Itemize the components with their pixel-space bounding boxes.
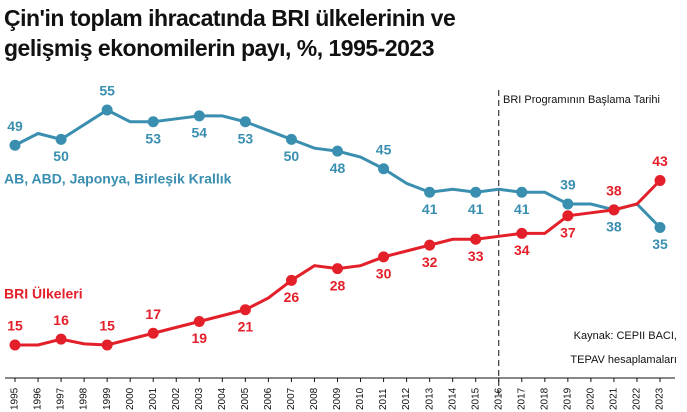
point — [516, 186, 528, 198]
x-tick-label: 2002 — [171, 387, 182, 410]
point — [193, 110, 205, 122]
point — [654, 222, 666, 233]
point — [55, 333, 67, 345]
data-label: 16 — [53, 312, 69, 328]
data-label: 15 — [99, 318, 115, 334]
data-label: 43 — [652, 153, 668, 169]
point — [608, 204, 620, 216]
data-label: 32 — [422, 254, 438, 270]
data-label: 37 — [560, 224, 576, 240]
point — [147, 327, 159, 339]
chart-title: gelişmiş ekonomilerin payı, %, 1995-2023 — [4, 35, 434, 61]
x-tick-label: 2014 — [447, 387, 458, 410]
x-tick-label: 2010 — [355, 387, 366, 410]
point — [239, 304, 251, 316]
data-label: 17 — [145, 306, 161, 322]
point — [101, 104, 113, 116]
x-tick-label: 2020 — [586, 387, 597, 410]
x-tick-label: 2019 — [562, 387, 573, 410]
x-tick-label: 2016 — [493, 387, 504, 410]
data-label: 41 — [422, 201, 438, 217]
point — [424, 186, 436, 198]
point — [147, 116, 159, 128]
data-label: 53 — [238, 130, 254, 146]
x-tick-label: 2012 — [401, 387, 412, 410]
x-tick-label: 2023 — [655, 387, 666, 410]
x-tick-label: 2022 — [632, 387, 643, 410]
x-tick-label: 2000 — [125, 387, 136, 410]
x-tick-label: 2006 — [263, 387, 274, 410]
data-label: 38 — [606, 183, 622, 199]
data-label: 53 — [145, 130, 161, 146]
data-label: 55 — [99, 83, 115, 99]
data-label: 15 — [7, 318, 23, 334]
point — [55, 133, 67, 145]
point — [424, 239, 436, 251]
data-label: 34 — [514, 242, 530, 258]
data-label: 50 — [284, 148, 300, 164]
x-tick-label: 2001 — [148, 387, 159, 410]
point — [285, 274, 297, 286]
data-label: 21 — [238, 318, 254, 334]
x-tick-label: 2007 — [286, 387, 297, 410]
data-label: 41 — [468, 201, 484, 217]
x-tick-label: 1996 — [33, 387, 44, 410]
point — [470, 186, 482, 198]
legend-label: AB, ABD, Japonya, Birleşik Krallık — [4, 171, 232, 187]
data-label: 30 — [376, 266, 392, 282]
x-tick-label: 1997 — [56, 387, 67, 410]
data-label: 39 — [560, 177, 576, 193]
point — [9, 139, 21, 151]
x-tick-label: 2018 — [539, 387, 550, 410]
data-label: 45 — [376, 141, 392, 157]
data-label: 54 — [191, 125, 207, 141]
point — [470, 233, 482, 245]
data-label: 41 — [514, 201, 530, 217]
point — [193, 316, 205, 327]
data-label: 33 — [468, 248, 484, 264]
data-label: 50 — [53, 148, 69, 164]
source: Kaynak: CEPII BACI, — [574, 330, 677, 342]
x-tick-label: 1998 — [79, 387, 90, 410]
chart-title: Çin'in toplam ihracatında BRI ülkelerini… — [4, 5, 455, 31]
point — [378, 251, 390, 263]
legend-label: BRI Ülkeleri — [4, 286, 83, 302]
x-tick-label: 2004 — [217, 387, 228, 410]
point — [562, 210, 574, 222]
x-tick-label: 2013 — [424, 387, 435, 410]
point — [378, 163, 390, 175]
x-tick-label: 2005 — [240, 387, 251, 410]
x-tick-label: 1995 — [10, 387, 21, 410]
point — [9, 339, 21, 351]
annotation: BRI Programının Başlama Tarihi — [503, 94, 660, 106]
point — [285, 133, 297, 145]
x-tick-label: 2017 — [516, 387, 527, 410]
x-tick-label: 2015 — [470, 387, 481, 410]
x-tick-label: 2009 — [332, 387, 343, 410]
data-label: 49 — [7, 118, 23, 134]
data-label: 35 — [652, 236, 668, 252]
data-label: 26 — [284, 289, 300, 305]
data-label: 48 — [330, 160, 346, 176]
point — [239, 116, 251, 128]
source: TEPAV hesaplamaları — [570, 354, 677, 366]
x-tick-label: 1999 — [102, 387, 113, 410]
x-tick-label: 2003 — [194, 387, 205, 410]
point — [332, 263, 343, 275]
x-tick-label: 2021 — [609, 387, 620, 410]
x-tick-label: 2011 — [378, 388, 389, 410]
point — [101, 339, 113, 351]
point — [516, 227, 528, 239]
point — [562, 198, 574, 210]
data-label: 19 — [191, 330, 207, 346]
point — [332, 145, 343, 157]
point — [654, 175, 666, 186]
x-tick-label: 2008 — [309, 387, 320, 410]
data-label: 38 — [606, 219, 622, 235]
data-label: 28 — [330, 277, 346, 293]
